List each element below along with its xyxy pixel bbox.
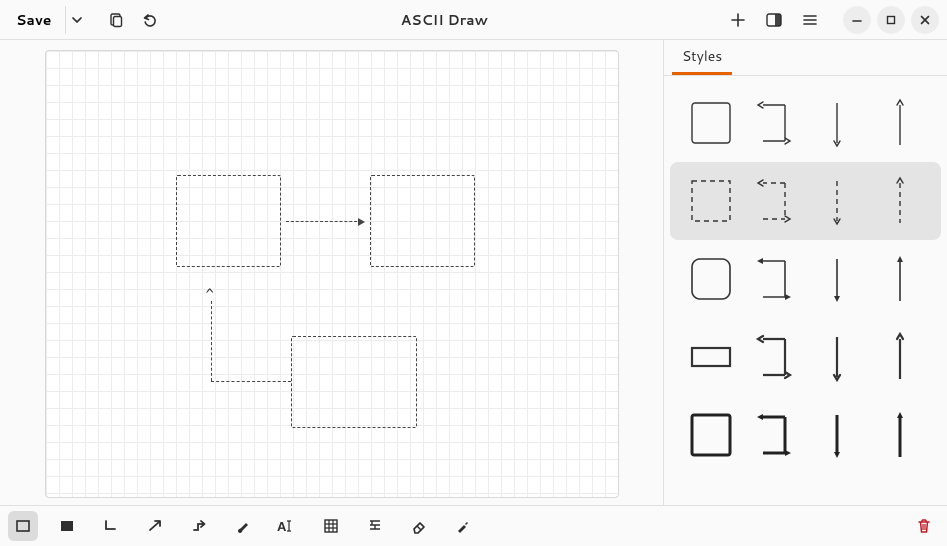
corner-line-icon bbox=[103, 518, 119, 534]
style-row-bold-solid[interactable] bbox=[670, 396, 941, 474]
filled-rectangle-tool[interactable] bbox=[52, 511, 82, 541]
style-preview-arrow-down bbox=[809, 251, 865, 307]
minimize-icon bbox=[852, 15, 862, 25]
tab-styles[interactable]: Styles bbox=[672, 38, 732, 75]
step-arrow-tool[interactable] bbox=[184, 511, 214, 541]
style-preview-elbow bbox=[746, 329, 802, 385]
svg-text:A: A bbox=[277, 519, 287, 534]
picker-tool[interactable] bbox=[448, 511, 478, 541]
freehand-tool[interactable] bbox=[228, 511, 258, 541]
titlebar-right bbox=[723, 5, 939, 35]
style-preview-arrow-down bbox=[809, 173, 865, 229]
undo-button[interactable] bbox=[135, 5, 165, 35]
window-close[interactable] bbox=[911, 6, 939, 34]
close-icon bbox=[920, 15, 930, 25]
picker-icon bbox=[455, 518, 471, 534]
plus-icon bbox=[731, 13, 745, 27]
style-preview-elbow bbox=[746, 407, 802, 463]
tree-icon bbox=[367, 518, 383, 534]
app-title: ASCII Draw bbox=[165, 10, 723, 30]
line-corner-tool[interactable] bbox=[96, 511, 126, 541]
app-body: ^ Styles bbox=[0, 40, 947, 505]
side-panel: Styles bbox=[663, 40, 947, 505]
canvas-arrow-head: ^ bbox=[206, 288, 214, 302]
rectangle-icon bbox=[15, 518, 31, 534]
save-menu-toggle[interactable] bbox=[65, 6, 87, 34]
brush-icon bbox=[235, 518, 251, 534]
titlebar: Save ASCII Draw bbox=[0, 0, 947, 40]
main-menu-button[interactable] bbox=[795, 5, 825, 35]
eraser-tool[interactable] bbox=[404, 511, 434, 541]
style-row-round-solid[interactable] bbox=[670, 240, 941, 318]
style-preview-arrow-down bbox=[809, 407, 865, 463]
canvas-shape-arrow[interactable] bbox=[286, 221, 362, 222]
style-preview-box bbox=[683, 329, 739, 385]
style-preview-box bbox=[683, 173, 739, 229]
maximize-icon bbox=[886, 15, 896, 25]
save-label: Save bbox=[16, 10, 51, 30]
style-row-thin-solid[interactable] bbox=[670, 84, 941, 162]
table-tool[interactable] bbox=[316, 511, 346, 541]
copy-icon bbox=[108, 12, 124, 28]
bottom-toolbar: A bbox=[0, 505, 947, 546]
style-preview-elbow bbox=[746, 95, 802, 151]
undo-icon bbox=[142, 12, 158, 28]
chevron-down-icon bbox=[72, 15, 82, 25]
table-icon bbox=[323, 518, 339, 534]
drawing-canvas[interactable]: ^ bbox=[45, 50, 619, 498]
text-tool[interactable]: A bbox=[272, 511, 302, 541]
delete-button[interactable] bbox=[909, 511, 939, 541]
canvas-wrap: ^ bbox=[0, 40, 663, 505]
style-preview-box bbox=[683, 407, 739, 463]
eraser-icon bbox=[411, 518, 427, 534]
filled-rectangle-icon bbox=[59, 518, 75, 534]
tab-styles-label: Styles bbox=[682, 46, 722, 66]
canvas-shape-rect[interactable] bbox=[291, 336, 417, 428]
style-preview-box bbox=[683, 95, 739, 151]
sidebar-toggle-icon bbox=[766, 13, 782, 27]
canvas-shape-rect[interactable] bbox=[176, 175, 281, 267]
style-preview-elbow bbox=[746, 173, 802, 229]
canvas-shape-rect[interactable] bbox=[370, 175, 475, 267]
trash-icon bbox=[916, 518, 932, 534]
style-row-flat-solid[interactable] bbox=[670, 318, 941, 396]
step-arrow-icon bbox=[191, 518, 207, 534]
style-preview-box bbox=[683, 251, 739, 307]
text-icon: A bbox=[277, 518, 297, 534]
tree-tool[interactable] bbox=[360, 511, 390, 541]
arrow-icon bbox=[147, 518, 163, 534]
hamburger-menu-icon bbox=[803, 13, 817, 27]
window-maximize[interactable] bbox=[877, 6, 905, 34]
panel-tabs: Styles bbox=[664, 40, 947, 76]
copy-button[interactable] bbox=[101, 5, 131, 35]
titlebar-left: Save bbox=[8, 5, 165, 35]
canvas-shape-line[interactable] bbox=[211, 381, 291, 382]
style-preview-arrow-down bbox=[809, 329, 865, 385]
window-minimize[interactable] bbox=[843, 6, 871, 34]
style-preview-arrow-up bbox=[872, 173, 928, 229]
style-preview-arrow-up bbox=[872, 95, 928, 151]
save-button[interactable]: Save bbox=[8, 6, 59, 34]
canvas-shape-line[interactable] bbox=[211, 301, 212, 381]
styles-list bbox=[664, 76, 947, 505]
new-tab-button[interactable] bbox=[723, 5, 753, 35]
style-row-thin-dashed[interactable] bbox=[670, 162, 941, 240]
style-preview-arrow-up bbox=[872, 251, 928, 307]
style-preview-elbow bbox=[746, 251, 802, 307]
style-preview-arrow-up bbox=[872, 407, 928, 463]
rectangle-tool[interactable] bbox=[8, 511, 38, 541]
style-preview-arrow-up bbox=[872, 329, 928, 385]
sidebar-toggle-button[interactable] bbox=[759, 5, 789, 35]
style-preview-arrow-down bbox=[809, 95, 865, 151]
arrow-tool[interactable] bbox=[140, 511, 170, 541]
